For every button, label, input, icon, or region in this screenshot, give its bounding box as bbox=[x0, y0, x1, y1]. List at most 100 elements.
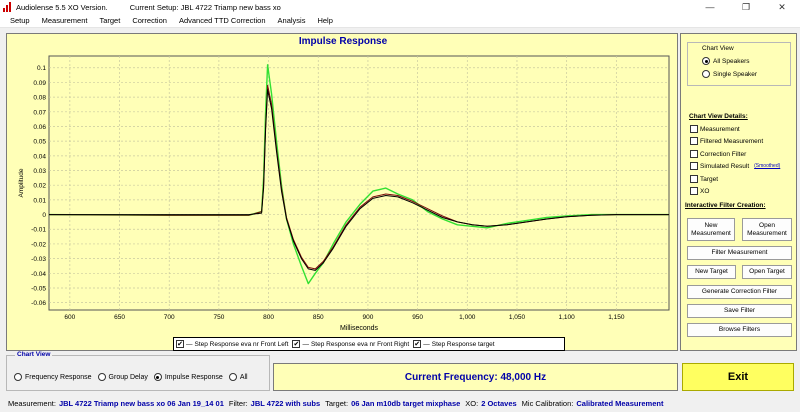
minimize-button[interactable]: — bbox=[705, 2, 715, 12]
y-tick-label: -0.04 bbox=[31, 271, 46, 278]
bottom-chart-view-group: Chart View Frequency Response Group Dela… bbox=[6, 351, 270, 391]
radio-group-delay-button[interactable] bbox=[97, 373, 106, 381]
radio-impulse-response-label: Impulse Response bbox=[164, 373, 223, 381]
check-measurement-box[interactable] bbox=[690, 125, 698, 133]
radio-single-speaker[interactable]: Single Speaker bbox=[702, 70, 757, 78]
series-line-target bbox=[49, 89, 669, 271]
legend-checkbox-target[interactable]: ✔ bbox=[413, 340, 422, 348]
radio-frequency-response-button[interactable] bbox=[14, 373, 22, 381]
status-bar: Measurement: JBL 4722 Triamp new bass xo… bbox=[0, 394, 800, 412]
impulse-response-chart[interactable]: 0.1 0.09 0.08 0.07 0.06 0.05 0.04 0.03 0.02 0.01 0… bbox=[7, 34, 679, 352]
legend-checkbox-front-left[interactable]: ✔ bbox=[176, 340, 184, 348]
x-tick-label: 700 bbox=[164, 314, 175, 321]
x-tick-label: 1,150 bbox=[608, 314, 625, 321]
radio-single-speaker-button[interactable] bbox=[702, 70, 710, 78]
legend-line-front-left: — bbox=[186, 340, 193, 348]
interactive-filter-heading: Interactive Filter Creation: bbox=[685, 202, 766, 209]
menu-setup[interactable]: Setup bbox=[10, 16, 30, 25]
menu-help[interactable]: Help bbox=[317, 16, 333, 25]
legend-item-target[interactable]: ✔ — Step Response target bbox=[413, 340, 495, 348]
legend-line-front-right: — bbox=[302, 340, 309, 348]
menu-measurement[interactable]: Measurement bbox=[41, 16, 88, 25]
open-target-button[interactable]: Open Target bbox=[742, 265, 792, 279]
menu-target[interactable]: Target bbox=[99, 16, 121, 25]
x-axis-label: Milliseconds bbox=[340, 325, 379, 332]
menu-analysis[interactable]: Analysis bbox=[277, 16, 306, 25]
check-xo[interactable]: XO bbox=[690, 187, 709, 195]
status-xo-value: 2 Octaves bbox=[481, 398, 517, 408]
menu-bar: Setup Measurement Target Correction Adva… bbox=[0, 14, 800, 28]
menu-correction[interactable]: Correction bbox=[132, 16, 167, 25]
plot-area bbox=[48, 55, 670, 311]
y-tick-label: -0.02 bbox=[31, 241, 46, 248]
radio-all-speakers[interactable]: All Speakers bbox=[702, 57, 750, 65]
radio-impulse-response-button[interactable] bbox=[153, 373, 162, 381]
y-tick-label: 0.05 bbox=[33, 139, 46, 146]
x-tick-label: 1,000 bbox=[459, 314, 476, 321]
maximize-button[interactable]: ❐ bbox=[741, 1, 751, 12]
bottom-chart-view-title: Chart View bbox=[15, 351, 53, 358]
smoothed-link[interactable]: (Smoothed) bbox=[754, 163, 781, 169]
legend-line-target: — bbox=[423, 340, 430, 348]
y-tick-label: 0.03 bbox=[33, 168, 46, 175]
y-tick-label: 0.07 bbox=[33, 109, 46, 116]
y-tick-label: 0.1 bbox=[37, 65, 46, 72]
radio-frequency-response-label: Frequency Response bbox=[25, 373, 92, 381]
legend-item-front-left[interactable]: ✔ — Step Response eva nr Front Left bbox=[176, 340, 288, 348]
status-filter-value: JBL 4722 with subs bbox=[250, 398, 321, 408]
radio-group-delay[interactable]: Group Delay bbox=[97, 373, 148, 381]
open-measurement-button[interactable]: Open Measurement bbox=[742, 218, 792, 241]
save-filter-button[interactable]: Save Filter bbox=[687, 304, 792, 318]
legend-item-front-right[interactable]: ✔ — Step Response eva nr Front Right bbox=[292, 340, 409, 348]
new-target-button[interactable]: New Target bbox=[687, 265, 736, 279]
check-target-box[interactable] bbox=[690, 175, 698, 183]
x-tick-label: 750 bbox=[213, 314, 224, 321]
y-tick-label: 0.04 bbox=[33, 153, 46, 160]
y-tick-label: 0.08 bbox=[33, 95, 46, 102]
radio-impulse-response[interactable]: Impulse Response bbox=[153, 373, 223, 381]
status-measurement-label: Measurement: bbox=[8, 398, 56, 408]
x-tick-label: 850 bbox=[313, 314, 324, 321]
radio-frequency-response[interactable]: Frequency Response bbox=[14, 373, 92, 381]
check-target[interactable]: Target bbox=[690, 175, 718, 183]
menu-advanced-ttd-correction[interactable]: Advanced TTD Correction bbox=[178, 16, 266, 25]
check-correction-filter-box[interactable] bbox=[690, 150, 698, 158]
browse-filters-button[interactable]: Browse Filters bbox=[687, 323, 792, 337]
series-line-front-right bbox=[48, 64, 669, 285]
radio-single-speaker-label: Single Speaker bbox=[713, 70, 758, 78]
check-target-label: Target bbox=[700, 175, 719, 183]
y-tick-label: 0.09 bbox=[33, 80, 46, 87]
check-measurement-label: Measurement bbox=[700, 125, 740, 133]
check-xo-box[interactable] bbox=[690, 187, 698, 195]
radio-all[interactable]: All bbox=[228, 373, 248, 381]
exit-button[interactable]: Exit bbox=[682, 363, 794, 391]
app-title: Audiolense 5.5 XO Version. bbox=[16, 2, 108, 12]
chart-title: Impulse Response bbox=[298, 36, 388, 47]
status-filter-label: Filter: bbox=[228, 398, 248, 408]
close-button[interactable]: ✕ bbox=[778, 1, 786, 12]
new-measurement-button[interactable]: New Measurement bbox=[687, 218, 735, 241]
current-frequency-display: Current Frequency: 48,000 Hz bbox=[273, 363, 678, 391]
radio-all-button[interactable] bbox=[228, 373, 237, 381]
legend-checkbox-front-right[interactable]: ✔ bbox=[292, 340, 301, 348]
check-simulated-result[interactable]: Simulated Result (Smoothed) bbox=[690, 162, 780, 170]
check-filtered-measurement[interactable]: Filtered Measurement bbox=[690, 137, 763, 145]
status-mic-value: Calibrated Measurement bbox=[576, 398, 664, 408]
check-xo-label: XO bbox=[700, 187, 710, 195]
check-correction-filter[interactable]: Correction Filter bbox=[690, 150, 746, 158]
check-simulated-result-box[interactable] bbox=[690, 162, 698, 170]
filter-measurement-button[interactable]: Filter Measurement bbox=[687, 246, 792, 260]
y-tick-label: 0 bbox=[42, 212, 46, 219]
radio-all-speakers-button[interactable] bbox=[702, 57, 710, 65]
generate-correction-filter-button[interactable]: Generate Correction Filter bbox=[687, 285, 792, 299]
legend-label-front-left: Step Response eva nr Front Left bbox=[194, 340, 289, 348]
check-filtered-measurement-box[interactable] bbox=[690, 137, 698, 145]
check-filtered-measurement-label: Filtered Measurement bbox=[700, 137, 764, 145]
current-setup-title: Current Setup: JBL 4722 Triamp new bass … bbox=[129, 2, 281, 12]
x-tick-label: 900 bbox=[363, 314, 374, 321]
status-xo-label: XO: bbox=[465, 398, 479, 408]
title-bar: Audiolense 5.5 XO Version. Current Setup… bbox=[0, 0, 800, 14]
check-measurement[interactable]: Measurement bbox=[690, 125, 740, 133]
x-tick-label: 600 bbox=[64, 314, 75, 321]
x-tick-label: 800 bbox=[263, 314, 274, 321]
